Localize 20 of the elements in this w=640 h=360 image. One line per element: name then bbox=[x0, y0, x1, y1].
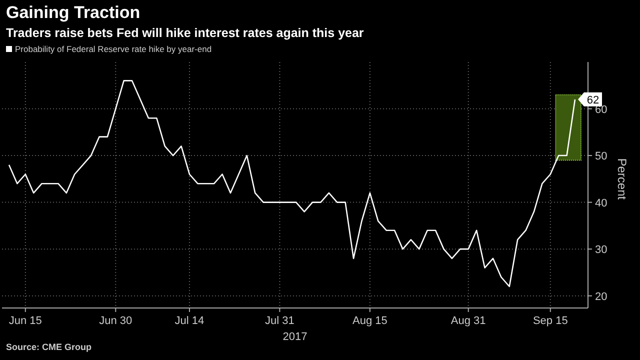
x-tick-label: Sep 15 bbox=[532, 315, 568, 327]
chart-title: Gaining Traction bbox=[6, 3, 140, 22]
x-tick-label: Jun 15 bbox=[8, 315, 42, 327]
y-tick-label: 20 bbox=[595, 290, 608, 303]
y-tick-label: 30 bbox=[595, 244, 608, 256]
chart-subtitle: Traders raise bets Fed will hike interest rates again this year bbox=[6, 26, 364, 40]
x-tick-label: Aug 31 bbox=[450, 315, 486, 327]
y-tick-label: 50 bbox=[595, 150, 608, 163]
y-tick-label: 40 bbox=[595, 197, 608, 210]
x-tick-label: Jul 14 bbox=[174, 315, 204, 327]
y-tick-label: 60 bbox=[595, 104, 608, 116]
x-tick-label: Jun 30 bbox=[99, 315, 132, 327]
legend-label: Probability of Federal Reserve rate hike by year-end bbox=[15, 44, 212, 54]
x-axis-title: 2017 bbox=[282, 331, 308, 343]
y-axis-title: Percent bbox=[615, 158, 629, 200]
source-note: Source: CME Group bbox=[6, 342, 92, 352]
data-label: 62 bbox=[586, 94, 600, 106]
x-tick-label: Jul 31 bbox=[265, 315, 294, 327]
line-series bbox=[8, 80, 576, 288]
x-tick-label: Aug 15 bbox=[352, 315, 388, 327]
